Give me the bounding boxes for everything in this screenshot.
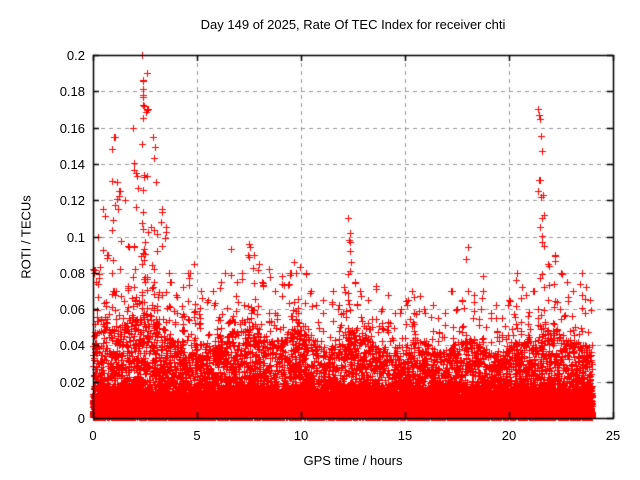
y-tick-label: 0.04	[59, 338, 85, 354]
x-axis-label: GPS time / hours	[303, 453, 403, 468]
x-tick-label: 10	[293, 428, 309, 443]
x-tick-label: 0	[89, 428, 97, 443]
y-tick-label: 0.14	[59, 156, 85, 172]
y-tick-label: 0.06	[59, 302, 85, 318]
y-tick-label: 0.2	[66, 48, 85, 63]
x-tick-label: 5	[193, 428, 201, 443]
x-tick-label: 15	[397, 428, 413, 443]
chart-title: Day 149 of 2025, Rate Of TEC Index for r…	[200, 17, 506, 32]
y-tick-label: 0.02	[59, 374, 85, 390]
y-tick-label: 0.08	[59, 265, 85, 281]
y-tick-label: 0.1	[66, 229, 85, 245]
x-tick-label: 20	[501, 428, 517, 443]
y-tick-label: 0.16	[59, 120, 85, 136]
y-tick-label: 0	[77, 411, 85, 426]
y-tick-label: 0.18	[59, 84, 85, 100]
x-tick-label: 25	[605, 428, 621, 443]
y-tick-label: 0.12	[59, 193, 85, 209]
